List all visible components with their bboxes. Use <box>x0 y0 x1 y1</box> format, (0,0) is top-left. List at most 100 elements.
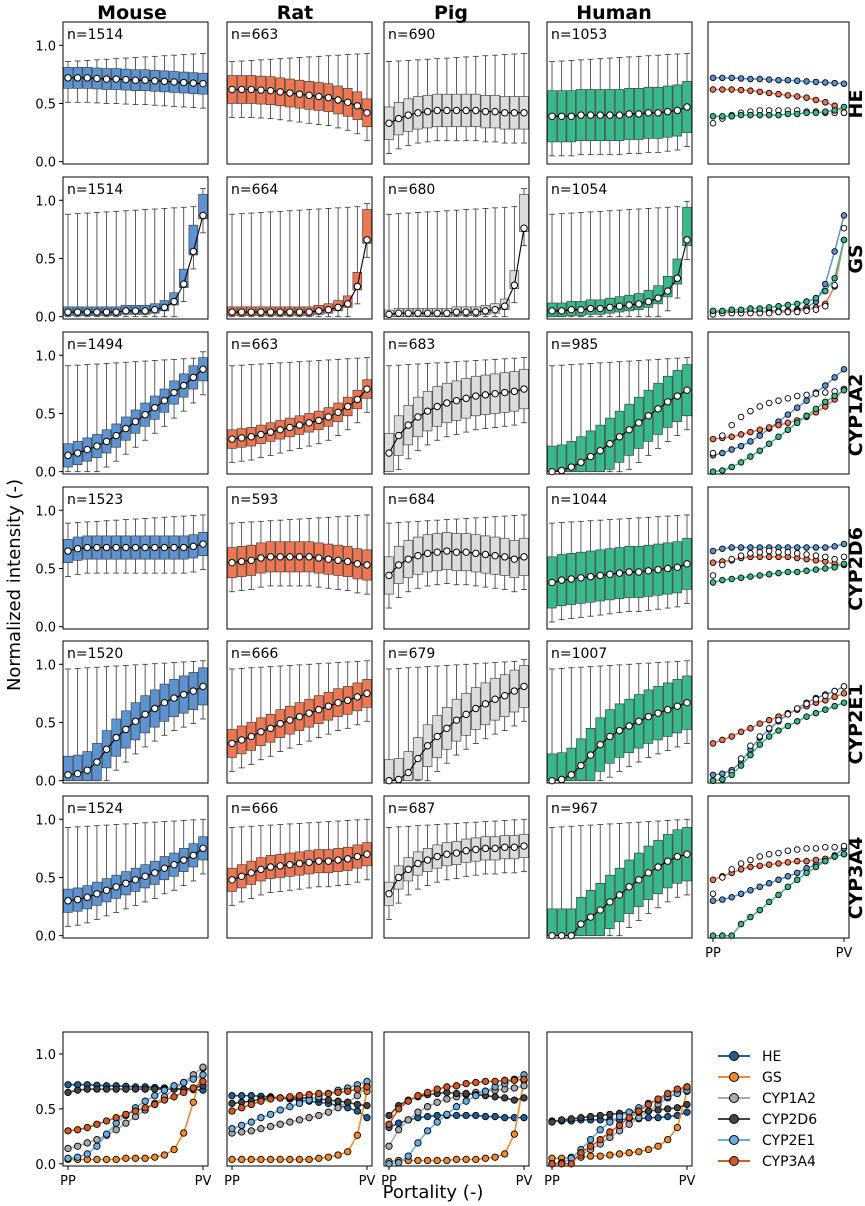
summary-cyp3a4-rat-point <box>803 857 810 865</box>
panel-gs-mouse-median-point <box>73 308 82 316</box>
bottom-pig-he-point <box>472 1111 480 1120</box>
bottom-rat-cyp3a4-point <box>257 1097 265 1105</box>
bottom-human-cyp3a4-point <box>606 1128 614 1136</box>
bottom-mouse-cyp3a4-point <box>199 1077 207 1086</box>
panel-cyp3a4-mouse-median-point <box>73 895 82 904</box>
summary-cyp2d6-human-point <box>784 568 792 576</box>
panel-he-mouse-median-point <box>151 77 159 85</box>
bottom-pig-cyp1a2-point <box>433 1098 441 1106</box>
summary-cyp3a4-mouse-point <box>756 883 764 891</box>
panel-cyp2e1-human-median-point <box>548 776 556 785</box>
row-title-cyp2d6: CYP2D6 <box>845 527 865 611</box>
bottom-pig-gs-point <box>433 1156 441 1165</box>
summary-cyp3a4-rat-point <box>775 860 782 867</box>
bottom-mouse-cyp3a4-point <box>112 1114 120 1122</box>
panel-he-human-median-point <box>606 111 614 119</box>
bottom-human-gs-point <box>673 1123 682 1132</box>
panel-cyp2d6-mouse-median-point <box>180 543 188 552</box>
summary-cyp3a4-pig-point <box>803 845 810 852</box>
panel-he-rat-median-point <box>295 90 304 98</box>
panel-he-human-median-point <box>548 112 556 120</box>
panel-cyp2d6-mouse-median-point <box>151 543 159 552</box>
panel-cyp3a4-mouse-median-point <box>102 886 111 894</box>
panel-cyp2d6-rat-median-point <box>353 560 362 568</box>
summary-cyp2d6-human-point <box>747 573 754 580</box>
panel-cyp1a2-human-median-point <box>596 447 604 455</box>
row-title-he: HE <box>845 90 865 119</box>
bottom-pig-he-point <box>452 1111 461 1120</box>
panel-cyp2d6-human-median-point <box>615 569 624 577</box>
bottom-rat-cyp2e1-point <box>257 1114 265 1122</box>
summary-cyp2d6-human-point <box>756 572 764 579</box>
summary-cyp2d6-mouse-point <box>840 540 848 548</box>
summary-cyp3a4-pig-point <box>812 845 820 852</box>
summary-he-human-point <box>765 111 773 119</box>
bottom-mouse-cyp2e1-point <box>151 1092 159 1100</box>
bottom-human-cyp3a4-point <box>664 1089 672 1098</box>
bottom-rat-gs-point <box>315 1154 323 1162</box>
panel-cyp1a2-mouse-median-point <box>199 365 207 373</box>
summary-cyp2e1-pig-point <box>831 687 838 695</box>
panel-cyp2e1-pig-median-point <box>385 776 393 785</box>
bottom-rat-he-point <box>353 1107 362 1115</box>
bottom-mouse-cyp1a2-point <box>112 1126 120 1134</box>
panel-cyp2e1-mouse-median-point <box>112 733 120 742</box>
panel-cyp1a2-rat-median-point <box>305 419 313 427</box>
panel-cyp1a2-mouse-ytick-label: 0.0 <box>35 466 56 481</box>
panel-cyp3a4-pig-frame <box>383 795 530 939</box>
bottom-rat-cyp1a2-point <box>286 1118 294 1126</box>
bottom-rat-cyp3a4-point <box>286 1093 294 1101</box>
row-titles: HE GS CYP1A2 CYP2D6 CYP2E1 CYP3A4 <box>845 90 865 920</box>
bottom-pig-frame <box>383 1031 530 1167</box>
panel-cyp1a2-mouse-median-point <box>151 403 159 412</box>
summary-cyp3a4-human-point <box>840 850 848 858</box>
summary-gs-mouse-point <box>831 248 838 255</box>
panel-cyp3a4-mouse-ytick-label: 0.0 <box>35 930 56 945</box>
panel-cyp3a4-human-median-point <box>557 931 566 940</box>
bottom-mouse-gs-point <box>180 1129 188 1137</box>
panel-cyp2e1-pig-median-point <box>394 775 403 784</box>
panel-he-rat-frame <box>226 21 373 165</box>
summary-cyp3a4-human-point <box>747 913 754 921</box>
summary-cyp2d6-mouse-point <box>709 547 717 555</box>
bottom-mouse-cyp3a4-point <box>170 1093 178 1101</box>
summary-he-mouse-point <box>775 76 782 84</box>
summary-cyp3a4-rat-point <box>747 863 754 871</box>
panel-cyp1a2-pig-median-point <box>501 388 509 397</box>
panel-cyp1a2-human-median-point <box>654 405 662 413</box>
summary-cyp1a2-mouse-point <box>822 382 829 389</box>
bottom-rat-cyp3a4-point <box>266 1095 275 1103</box>
summary-cyp3a4-human-point <box>812 863 820 871</box>
panel-he-pig-median-point <box>423 107 432 116</box>
summary-he-rat-point <box>728 86 735 93</box>
summary-cyp2e1-pig-point <box>737 755 745 762</box>
panel-cyp2d6-pig-median-point <box>423 549 432 558</box>
panel-cyp1a2-mouse-median-point <box>102 437 111 446</box>
summary-cyp2e1-human-point <box>784 722 792 730</box>
summary-cyp3a4-mouse-point <box>728 894 735 901</box>
summary-cyp3a4-pig-point <box>728 866 735 873</box>
summary-gs-mouse-point <box>822 280 829 288</box>
summary-he-human-point <box>822 108 829 115</box>
bottom-mouse-cyp2e1-point <box>64 1154 72 1162</box>
bottom-rat-cyp1a2-point <box>305 1114 313 1122</box>
panel-cyp3a4-mouse-median-point <box>189 851 198 860</box>
bottom-mouse-gs-point <box>122 1154 130 1162</box>
panel-cyp2e1-mouse-median-point <box>131 717 140 726</box>
summary-cyp2d6-human-point <box>737 574 745 582</box>
bottom-human-cyp2d6-point <box>683 1100 691 1109</box>
panel-gs-pig-median-point <box>385 310 393 319</box>
panel-cyp2e1-mouse-median-point <box>151 704 159 713</box>
panel-cyp3a4-human-median-point <box>683 850 691 858</box>
summary-he-human-point <box>812 109 820 117</box>
panel-cyp1a2-mouse-median-point <box>122 424 130 433</box>
panel-cyp2e1-human-box <box>576 738 586 781</box>
panel-cyp2d6-rat-median-point <box>237 557 246 566</box>
summary-cyp2e1-rat-point <box>756 720 764 727</box>
panel-cyp1a2-mouse-n-label: n=1494 <box>67 337 123 353</box>
bottom-rat-cyp3a4-point <box>353 1085 362 1093</box>
panel-he-rat-median-point <box>266 86 275 95</box>
summary-he-rat-point <box>822 99 829 106</box>
summary-he-mouse-point <box>719 74 726 82</box>
panel-gs-mouse-ytick-label: 0.5 <box>35 252 56 267</box>
